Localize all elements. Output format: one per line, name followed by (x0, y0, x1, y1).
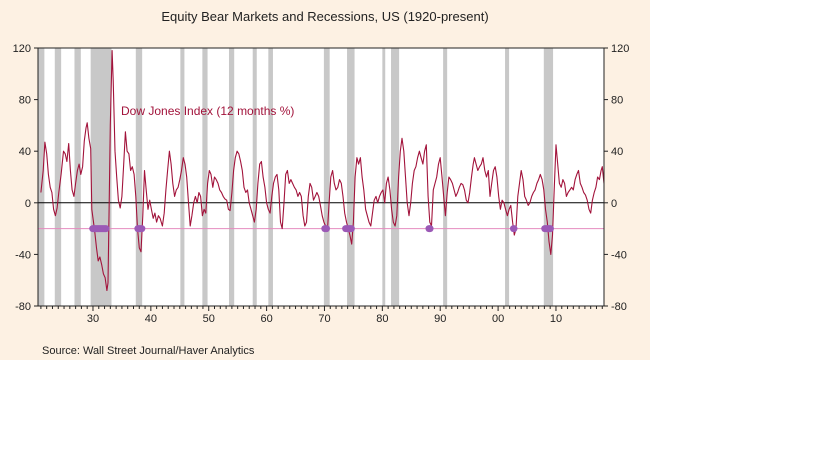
recession-band (54, 48, 62, 306)
bear-market-marker (509, 225, 518, 233)
y-tick-label-left: -80 (15, 301, 31, 313)
bear-market-marker (321, 225, 330, 233)
chart-title: Equity Bear Markets and Recessions, US (… (161, 9, 489, 24)
reference-lines (38, 202, 604, 230)
recession-band (135, 48, 143, 306)
x-tick-label: 40 (145, 313, 157, 325)
bear-market-marker (425, 225, 434, 233)
y-tick-label-right: 120 (611, 43, 629, 55)
y-tick-label-right: 80 (611, 95, 623, 107)
recession-band (202, 48, 208, 306)
y-tick-label-left: 80 (19, 95, 31, 107)
bear-market-marker (342, 225, 355, 233)
plot-frame (37, 47, 605, 307)
recession-band (228, 48, 235, 306)
recession-band (268, 48, 273, 306)
recession-band (38, 48, 45, 306)
recession-band (391, 48, 400, 306)
plot-area (38, 48, 604, 306)
y-tick-label-right: 0 (611, 198, 617, 210)
recession-band (347, 48, 355, 306)
source-note: Source: Wall Street Journal/Haver Analyt… (42, 345, 255, 357)
x-tick-label: 50 (203, 313, 215, 325)
recession-shading (38, 48, 554, 306)
x-tick-label: 30 (87, 313, 99, 325)
chart-figure: Equity Bear Markets and Recessions, US (… (0, 0, 650, 360)
series-label: Dow Jones Index (12 months %) (121, 104, 294, 118)
recession-band (180, 48, 185, 306)
recession-band (323, 48, 330, 306)
recession-band (543, 48, 554, 306)
x-tick-label: 60 (260, 313, 272, 325)
recession-band (74, 48, 81, 306)
x-tick-label: 70 (318, 313, 330, 325)
recession-band (505, 48, 510, 306)
recession-band (443, 48, 448, 306)
y-tick-label-left: -40 (15, 249, 31, 261)
bear-market-markers (89, 225, 554, 233)
y-tick-label-right: 40 (611, 146, 623, 158)
x-tick-label: 80 (376, 313, 388, 325)
x-tick-label: 00 (492, 313, 504, 325)
y-tick-label-left: 120 (13, 43, 31, 55)
x-tick-label: 10 (550, 313, 562, 325)
y-tick-label-right: -40 (611, 249, 627, 261)
recession-band (252, 48, 257, 306)
y-tick-label-left: 40 (19, 146, 31, 158)
bear-market-marker (89, 225, 110, 233)
y-tick-label-left: 0 (25, 198, 31, 210)
bear-market-marker (134, 225, 146, 233)
series-layer (40, 50, 605, 292)
recession-band (382, 48, 386, 306)
bear-market-marker (541, 225, 554, 233)
y-tick-label-right: -80 (611, 301, 627, 313)
x-tick-label: 90 (434, 313, 446, 325)
series-line (40, 50, 605, 292)
